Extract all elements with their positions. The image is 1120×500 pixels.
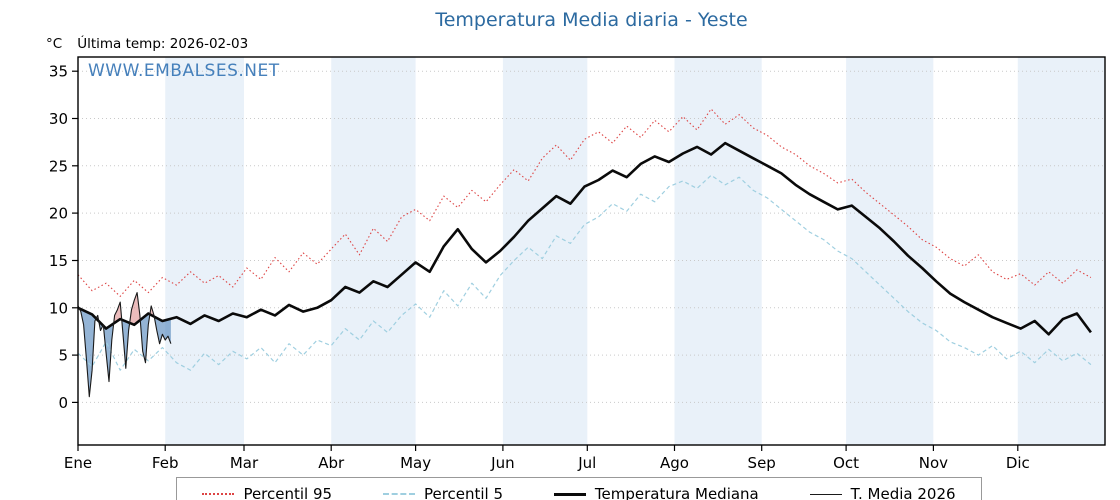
last-temp-label: Última temp: 2026-02-03 [77, 36, 249, 52]
watermark: WWW.EMBALSES.NET [88, 61, 280, 81]
legend-label-t2026: T. Media 2026 [850, 485, 956, 500]
legend-label-p95: Percentil 95 [243, 485, 333, 500]
x-tick-label: Oct [833, 454, 859, 472]
x-tick-label: Mar [230, 454, 259, 472]
y-tick-label: 30 [49, 110, 68, 128]
month-band [1017, 57, 1105, 445]
x-tick-label: Ago [660, 454, 689, 472]
legend-item-p95: Percentil 95 [202, 485, 332, 500]
y-tick-label: 20 [49, 205, 68, 223]
series-line-p95 [77, 108, 1092, 297]
y-tick-label: 10 [49, 299, 68, 317]
legend-label-median: Temperatura Mediana [594, 485, 759, 500]
plot-border [77, 56, 1106, 446]
x-tick-label: May [400, 454, 431, 472]
top-annotation: °C Última temp: 2026-02-03 [46, 36, 248, 52]
y-tick-label: 0 [58, 394, 68, 412]
x-tick-label: Jun [490, 454, 514, 472]
legend-item-median: Temperatura Mediana [553, 485, 759, 500]
legend-box: Percentil 95 Percentil 5 Temperatura Media… [176, 477, 982, 500]
legend-line-sample-median [553, 492, 586, 496]
month-band [165, 57, 244, 445]
legend-item-p5: Percentil 5 [382, 485, 504, 500]
x-tick-label: Feb [152, 454, 179, 472]
legend-line-sample-p95 [202, 493, 235, 495]
legend-label-p5: Percentil 5 [423, 485, 504, 500]
x-tick-label: Nov [919, 454, 948, 472]
x-tick-label: Jul [577, 454, 596, 472]
month-band [331, 57, 416, 445]
legend-item-t2026: T. Media 2026 [809, 485, 956, 500]
legend-line-sample-p5 [382, 493, 415, 495]
month-band [846, 57, 934, 445]
x-tick-label: Ene [64, 454, 92, 472]
series-line-t2026 [77, 292, 172, 398]
month-band [502, 57, 588, 445]
y-tick-label: 35 [49, 63, 68, 81]
y-unit-label: °C [46, 36, 63, 52]
legend-line-sample-t2026 [809, 493, 842, 495]
x-tick-label: Sep [748, 454, 776, 472]
series-line-p5 [77, 174, 1092, 371]
y-tick-label: 5 [58, 347, 68, 365]
x-tick-label: Dic [1006, 454, 1030, 472]
series-line-median [77, 141, 1092, 336]
month-band [674, 57, 762, 445]
x-tick-label: Abr [318, 454, 345, 472]
y-tick-label: 25 [49, 157, 68, 175]
y-tick-label: 15 [49, 252, 68, 270]
chart-title: Temperatura Media diaria - Yeste [435, 9, 748, 31]
